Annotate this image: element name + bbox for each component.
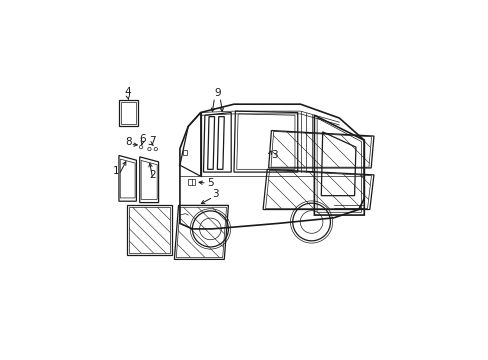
Text: 7: 7 <box>148 136 155 146</box>
Text: 5: 5 <box>207 178 214 188</box>
Text: 3: 3 <box>270 150 277 161</box>
Text: 8: 8 <box>124 136 131 147</box>
Text: 1: 1 <box>113 166 119 176</box>
Text: 4: 4 <box>124 87 131 97</box>
Text: 2: 2 <box>149 170 156 180</box>
Text: 9: 9 <box>214 88 220 98</box>
Text: 3: 3 <box>212 189 219 199</box>
Bar <box>188 179 195 185</box>
Text: 6: 6 <box>139 134 145 144</box>
